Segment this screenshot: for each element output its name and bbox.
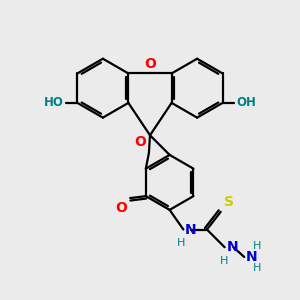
Text: H: H: [253, 241, 261, 251]
Text: N: N: [184, 223, 196, 236]
Text: N: N: [226, 240, 238, 254]
Text: S: S: [224, 195, 234, 209]
Text: H: H: [177, 238, 186, 248]
Text: O: O: [115, 201, 127, 215]
Text: N: N: [246, 250, 258, 264]
Text: HO: HO: [44, 96, 64, 110]
Text: H: H: [219, 256, 228, 266]
Text: OH: OH: [236, 96, 256, 110]
Text: H: H: [253, 263, 261, 273]
Text: O: O: [134, 135, 146, 149]
Text: O: O: [144, 58, 156, 71]
